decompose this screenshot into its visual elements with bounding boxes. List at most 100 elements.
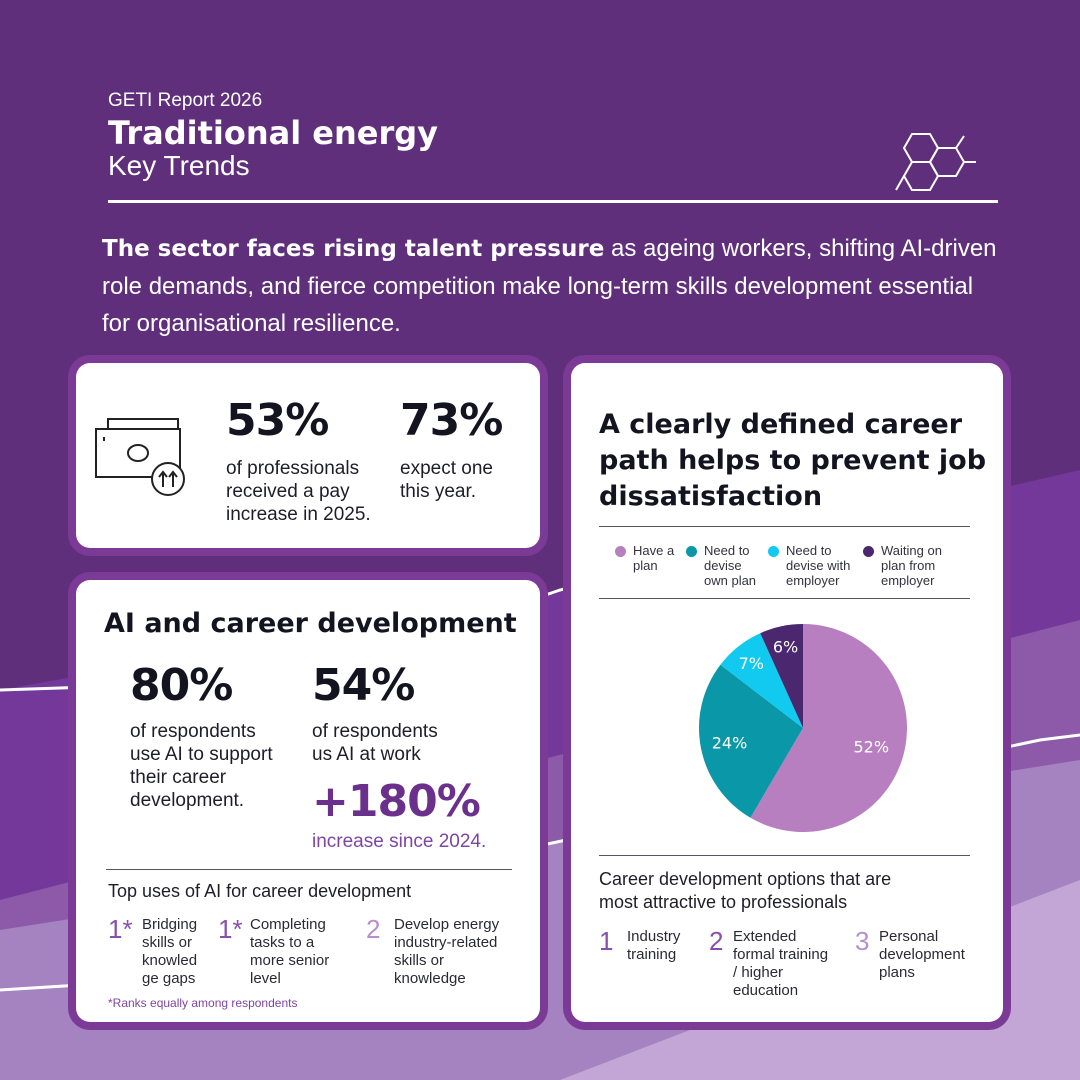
options-title: Career development options that are most… — [599, 868, 891, 914]
ai-stat-2-line: us AI at work — [312, 744, 421, 765]
money-increase-icon — [95, 418, 185, 496]
intro-paragraph: The sector faces rising talent pressure … — [102, 230, 1002, 342]
option-line: formal training — [733, 946, 829, 963]
legend-dot — [768, 546, 779, 557]
header-divider — [108, 200, 998, 203]
ai-use-line: knowled — [142, 952, 198, 969]
ai-use-line: level — [250, 970, 281, 987]
option-text: Extended formal training / higher educat… — [733, 928, 853, 1000]
ai-use-text: Bridging skills or knowled ge gaps — [142, 916, 197, 988]
option-text: Personal development plans — [879, 928, 989, 982]
ai-footnote: *Ranks equally among respondents — [108, 996, 298, 1010]
legend-line: devise — [704, 558, 742, 573]
ai-stat-1-text: of respondents use AI to support their c… — [130, 720, 273, 812]
ai-stat-1-line: use AI to support — [130, 744, 273, 765]
slice-label: 7% — [739, 654, 764, 673]
ai-use-line: skills or — [394, 952, 445, 969]
pie-chart: 52% 24% 7% 6% — [699, 624, 907, 832]
intro-text: as ageing workers, shifting AI-driven ro… — [102, 235, 997, 337]
ai-stat-3-value: +180% — [312, 776, 481, 827]
career-title-line: dissatisfaction — [599, 481, 823, 512]
ai-use-line: tasks to a — [250, 934, 315, 951]
legend-line: own plan — [704, 573, 757, 588]
option-line: Personal — [879, 928, 939, 945]
pay-stat-1-text: of professionals received a pay increase… — [226, 457, 371, 526]
report-label: GETI Report 2026 — [108, 90, 263, 111]
ai-use-rank: 2 — [366, 914, 381, 944]
career-title-line: path helps to prevent job — [599, 445, 987, 476]
ai-stat-2-value: 54% — [312, 660, 415, 711]
option-line: training — [627, 946, 677, 963]
ai-stat-1-value: 80% — [130, 660, 233, 711]
ai-use-text: Completing tasks to a more senior level — [250, 916, 350, 988]
ai-stat-1-line: development. — [130, 790, 245, 811]
ai-use-rank: 1* — [108, 914, 133, 944]
ai-uses-title: Top uses of AI for career development — [108, 881, 412, 901]
career-divider-top — [599, 526, 970, 527]
option-line: Industry — [627, 928, 681, 945]
career-card: A clearly defined career path helps to p… — [571, 363, 1003, 1022]
legend-line: Need to — [704, 543, 750, 558]
legend-line: Waiting on — [881, 543, 942, 558]
molecule-icon — [895, 133, 976, 191]
legend-line: employer — [786, 573, 840, 588]
ai-stat-2-line: of respondents — [312, 721, 438, 742]
pay-card: 53% of professionals received a pay incr… — [76, 363, 540, 548]
option-rank: 3 — [855, 926, 870, 956]
slice-waiting-on-employer — [760, 624, 803, 728]
legend-line: employer — [881, 573, 935, 588]
ai-use-line: Develop energy — [394, 916, 500, 933]
pay-stat-1-line: received a pay — [226, 481, 350, 502]
legend-line: devise with — [786, 558, 851, 573]
legend-dot — [863, 546, 874, 557]
career-title-line: A clearly defined career — [599, 409, 963, 440]
option-line: / higher — [733, 964, 784, 981]
page-subtitle: Key Trends — [108, 150, 250, 181]
ai-use-line: industry-related — [394, 934, 498, 951]
ai-stat-2-text: of respondents us AI at work — [312, 720, 438, 766]
ai-use-rank: 1* — [218, 914, 243, 944]
option-line: plans — [879, 964, 915, 981]
option-line: Extended — [733, 928, 797, 945]
option-text: Industry training — [627, 928, 707, 964]
slice-label: 6% — [773, 638, 798, 657]
option-rank: 2 — [709, 926, 724, 956]
pay-stat-2-text: expect one this year. — [400, 457, 493, 503]
career-divider-bottom — [599, 855, 970, 856]
legend-label: Waiting on plan from employer — [881, 543, 961, 588]
slice-devise-own-plan — [699, 664, 803, 818]
slice-label: 52% — [853, 738, 889, 757]
pay-stat-1-line: of professionals — [226, 458, 360, 479]
ai-card-title: AI and career development — [104, 608, 517, 639]
legend-line: Have a — [633, 543, 675, 558]
legend-label: Have a plan — [633, 543, 693, 573]
pay-stat-2-line: this year. — [400, 481, 477, 502]
ai-use-line: knowledge — [394, 970, 466, 987]
legend-line: plan from — [881, 558, 936, 573]
options-title-line: Career development options that are — [599, 869, 892, 889]
ai-use-line: more senior — [250, 952, 330, 969]
ai-card: AI and career development 80% of respond… — [76, 580, 540, 1022]
option-line: development — [879, 946, 965, 963]
slice-devise-with-employer — [720, 633, 803, 728]
ai-use-line: ge gaps — [142, 970, 196, 987]
slice-label: 24% — [712, 733, 748, 752]
option-rank: 1 — [599, 926, 614, 956]
legend-line: plan — [633, 558, 658, 573]
pay-stat-2-line: expect one — [400, 458, 493, 479]
ai-use-line: skills or — [142, 934, 193, 951]
pay-stat-2-value: 73% — [400, 395, 503, 446]
legend-label: Need to devise own plan — [704, 543, 774, 588]
legend-label: Need to devise with employer — [786, 543, 866, 588]
career-divider-legend — [599, 598, 970, 599]
ai-use-line: Bridging — [142, 916, 198, 933]
page-title: Traditional energy — [108, 114, 439, 152]
ai-use-text: Develop energy industry-related skills o… — [394, 916, 524, 988]
intro-bold: The sector faces rising talent pressure — [102, 236, 605, 262]
ai-stat-1-line: their career — [130, 767, 227, 788]
option-line: education — [733, 982, 799, 999]
slice-have-plan — [750, 624, 907, 832]
options-title-line: most attractive to professionals — [599, 892, 848, 912]
ai-divider — [106, 869, 512, 870]
ai-use-line: Completing — [250, 916, 326, 933]
